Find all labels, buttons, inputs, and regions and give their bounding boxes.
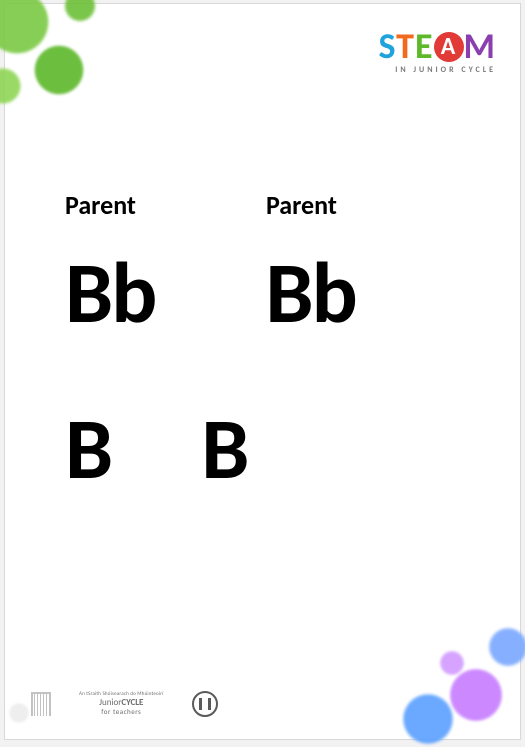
genotype-bottom-right: B [201, 407, 247, 493]
junior-cycle-logo: An tSraith Shóisearach do Mhúinteoirí Ju… [79, 692, 164, 715]
gov-harp-icon [31, 692, 51, 716]
footer-logos: An tSraith Shóisearach do Mhúinteoirí Ju… [31, 691, 218, 717]
steam-logo-word: STEAM [378, 28, 496, 64]
logo-letter-a: A [434, 32, 464, 62]
logo-letter-m: M [464, 24, 496, 68]
logo-letter-s: S [378, 24, 396, 68]
genotype-row-top: Bb Bb [65, 251, 460, 337]
parent-label-left: Parent [65, 189, 136, 221]
steam-logo-subtitle: IN JUNIOR CYCLE [378, 66, 496, 74]
logo-letter-t: T [396, 24, 415, 68]
worksheet-content: Parent Parent Bb Bb B B [65, 189, 460, 493]
genotype-row-bottom: B B [65, 407, 460, 493]
genotype-bottom-left: B [65, 407, 111, 493]
parent-label-right: Parent [266, 189, 337, 221]
page: STEAM IN JUNIOR CYCLE Parent Parent Bb B… [5, 4, 520, 739]
genotype-top-right: Bb [265, 251, 355, 337]
logo-letter-e: E [415, 24, 434, 68]
partner-circle-icon [192, 691, 218, 717]
steam-logo: STEAM IN JUNIOR CYCLE [378, 28, 496, 74]
jc-sub-line: for teachers [79, 708, 164, 716]
genotype-top-left: Bb [65, 251, 155, 337]
parent-labels-row: Parent Parent [65, 189, 460, 221]
splash-bottom-right [380, 599, 525, 747]
splash-top-left [0, 0, 115, 134]
